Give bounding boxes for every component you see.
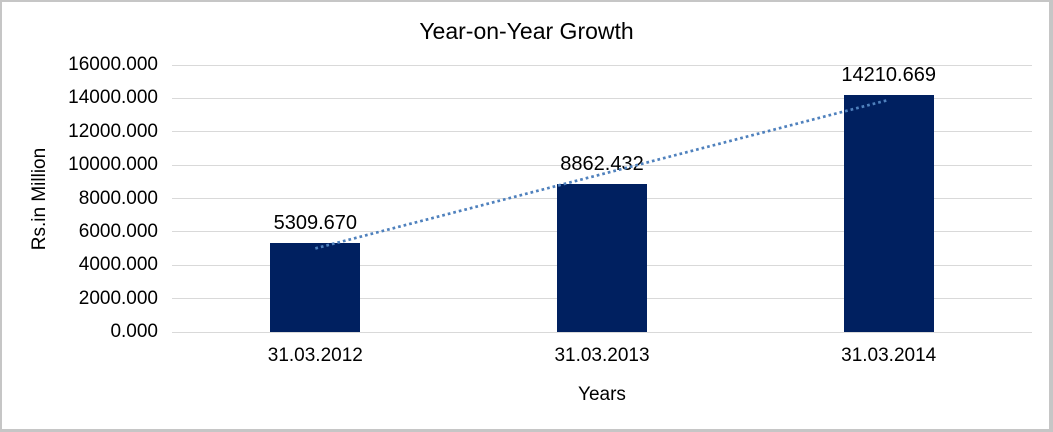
y-tick-label: 2000.000	[78, 287, 158, 309]
y-tick-label: 14000.000	[68, 87, 158, 109]
y-tick-label: 12000.000	[68, 120, 158, 142]
x-axis-title: Years	[578, 384, 626, 405]
y-tick-label: 4000.000	[78, 254, 158, 276]
y-tick-label: 6000.000	[78, 220, 158, 242]
y-tick-label: 10000.000	[68, 154, 158, 176]
x-tick-label: 31.03.2012	[267, 345, 363, 366]
data-label: 8862.432	[560, 153, 644, 176]
x-tick-label: 31.03.2013	[554, 345, 650, 366]
y-tick-label: 8000.000	[78, 187, 158, 209]
y-tick-label: 16000.000	[68, 54, 158, 75]
gridline	[172, 164, 1032, 166]
bar	[270, 243, 361, 332]
y-tick-label: 0.000	[110, 321, 158, 342]
gridline	[172, 131, 1032, 133]
trendline-segment	[314, 98, 890, 250]
x-tick-label: 31.03.2014	[841, 345, 937, 366]
bar	[557, 184, 647, 332]
data-label: 5309.670	[273, 212, 357, 235]
bar	[843, 94, 934, 332]
gridline	[172, 64, 1032, 66]
data-label: 14210.669	[841, 63, 936, 86]
gridline	[172, 331, 1032, 333]
chart-title: Year-on-Year Growth	[419, 18, 634, 44]
gridline	[172, 97, 1032, 99]
